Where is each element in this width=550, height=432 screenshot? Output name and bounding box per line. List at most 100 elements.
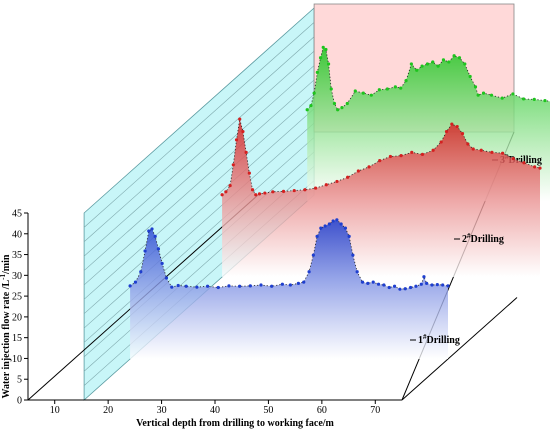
data-point (150, 227, 154, 231)
data-point (326, 62, 331, 66)
series-1: 1#Drilling (128, 218, 460, 359)
floor-right-edge (401, 297, 518, 401)
side-wall-hatch (83, 22, 315, 228)
side-wall-hatch (83, 122, 315, 329)
data-point (247, 171, 251, 175)
x-tick-label: 40 (210, 405, 220, 416)
data-point (481, 91, 486, 95)
data-point (318, 56, 323, 60)
data-point (321, 45, 325, 49)
data-point (311, 253, 315, 257)
data-point (409, 62, 413, 66)
data-point (435, 283, 439, 287)
data-point (500, 96, 504, 100)
data-point (473, 85, 478, 89)
series-2: 2#Drilling (220, 117, 542, 277)
data-point (511, 156, 515, 161)
data-point (399, 86, 403, 90)
data-point (319, 226, 323, 230)
data-point (329, 87, 333, 91)
data-point (176, 283, 180, 288)
data-point (345, 101, 349, 106)
data-point (281, 189, 286, 193)
data-point (324, 183, 328, 187)
data-point (164, 276, 169, 280)
data-point (184, 284, 188, 288)
data-point (398, 287, 402, 291)
data-point (280, 282, 284, 286)
data-point (403, 287, 407, 291)
data-point (479, 148, 483, 152)
data-point (315, 234, 319, 239)
x-axis-label: Vertical depth from drilling to working … (136, 418, 334, 429)
data-point (143, 249, 147, 253)
data-point (410, 150, 414, 154)
data-point (471, 147, 475, 151)
data-point (377, 88, 381, 92)
data-point (419, 282, 423, 286)
data-point (431, 148, 435, 152)
data-point (220, 193, 224, 197)
data-point (292, 188, 296, 193)
data-point (238, 117, 242, 121)
data-point (346, 175, 350, 179)
data-point (404, 79, 408, 83)
data-point (263, 191, 267, 195)
data-point (156, 247, 161, 251)
y-tick-label: 0 (17, 396, 22, 407)
x-tick-label: 30 (157, 405, 167, 416)
data-point (336, 108, 340, 112)
data-point (133, 280, 138, 284)
data-point (455, 124, 459, 129)
x-tick-label: 70 (370, 405, 380, 416)
data-point (431, 60, 435, 64)
data-point (327, 222, 331, 226)
data-point (170, 285, 174, 289)
series-area (130, 219, 448, 359)
data-point (511, 92, 515, 96)
data-point (446, 284, 450, 288)
series-label: 2#Drilling (462, 232, 504, 245)
data-point (378, 159, 382, 163)
y-tick-label: 45 (12, 209, 22, 220)
side-wall-hatch (83, 94, 315, 300)
data-point (444, 129, 449, 134)
data-point (153, 234, 157, 239)
data-point (490, 150, 494, 154)
y-tick-label: 15 (12, 333, 22, 344)
data-point (347, 234, 351, 239)
data-point (367, 165, 371, 169)
x-tick-label: 10 (50, 405, 60, 416)
y-tick-label: 25 (12, 292, 22, 303)
data-point (331, 219, 335, 223)
y-tick-label: 5 (17, 375, 22, 386)
data-point (420, 152, 425, 157)
data-point (422, 275, 426, 279)
data-point (248, 284, 252, 288)
data-point (409, 285, 413, 290)
data-point (259, 283, 263, 287)
data-point (420, 64, 424, 68)
data-point (250, 188, 255, 192)
data-point (452, 54, 456, 58)
data-point (460, 132, 465, 136)
data-point (312, 91, 316, 95)
data-point (335, 179, 339, 184)
side-wall-hatch (83, 137, 315, 343)
data-point (521, 97, 526, 101)
data-point (501, 151, 505, 155)
side-wall-hatch (83, 79, 315, 286)
y-tick-label: 35 (12, 250, 22, 261)
data-point (128, 284, 132, 288)
data-point (305, 108, 309, 112)
data-point (441, 283, 445, 287)
y-tick-label: 40 (12, 229, 22, 240)
data-point (241, 129, 245, 134)
data-point (371, 280, 375, 284)
data-point (522, 161, 526, 165)
data-point (195, 285, 199, 289)
data-point (296, 281, 300, 285)
data-point (254, 193, 258, 197)
data-point (447, 60, 451, 64)
